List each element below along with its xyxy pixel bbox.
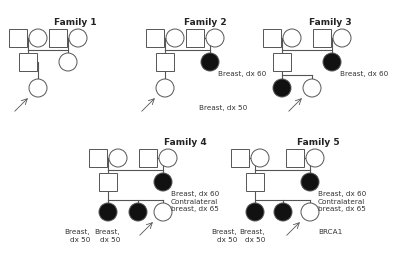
- Text: Breast, dx 50: Breast, dx 50: [199, 105, 247, 111]
- Bar: [156, 53, 174, 71]
- Text: Breast, dx 60: Breast, dx 60: [218, 71, 266, 77]
- Circle shape: [283, 29, 301, 47]
- Bar: [263, 29, 281, 47]
- Circle shape: [156, 79, 174, 97]
- Text: Family 2: Family 2: [184, 18, 226, 27]
- Circle shape: [323, 53, 341, 71]
- Circle shape: [29, 29, 47, 47]
- Circle shape: [69, 29, 87, 47]
- Bar: [146, 29, 164, 47]
- Bar: [231, 149, 249, 167]
- Circle shape: [201, 53, 219, 71]
- Bar: [246, 173, 264, 191]
- Circle shape: [29, 79, 47, 97]
- Bar: [89, 149, 107, 167]
- Text: Breast, dx 60: Breast, dx 60: [340, 71, 388, 77]
- Circle shape: [166, 29, 184, 47]
- Circle shape: [333, 29, 351, 47]
- Bar: [19, 53, 37, 71]
- Text: Family 4: Family 4: [164, 138, 206, 147]
- Text: Breast,
dx 50: Breast, dx 50: [239, 229, 265, 243]
- Circle shape: [274, 203, 292, 221]
- Bar: [273, 53, 291, 71]
- Circle shape: [303, 79, 321, 97]
- Text: Family 5: Family 5: [297, 138, 339, 147]
- Circle shape: [301, 203, 319, 221]
- Circle shape: [306, 149, 324, 167]
- Text: Breast,
dx 50: Breast, dx 50: [211, 229, 237, 243]
- Bar: [99, 173, 117, 191]
- Bar: [139, 149, 157, 167]
- Circle shape: [251, 149, 269, 167]
- Text: Breast, dx 60
Contralateral
breast, dx 65: Breast, dx 60 Contralateral breast, dx 6…: [171, 191, 219, 212]
- Circle shape: [109, 149, 127, 167]
- Bar: [286, 149, 304, 167]
- Text: Family 1: Family 1: [54, 18, 96, 27]
- Circle shape: [301, 173, 319, 191]
- Circle shape: [246, 203, 264, 221]
- Text: Breast, dx 60
Contralateral
breast, dx 65: Breast, dx 60 Contralateral breast, dx 6…: [318, 191, 366, 212]
- Circle shape: [59, 53, 77, 71]
- Text: Family 3: Family 3: [309, 18, 351, 27]
- Circle shape: [159, 149, 177, 167]
- Circle shape: [273, 79, 291, 97]
- Bar: [313, 29, 331, 47]
- Bar: [49, 29, 67, 47]
- Text: Breast,
dx 50: Breast, dx 50: [64, 229, 90, 243]
- Bar: [186, 29, 204, 47]
- Text: Breast,
dx 50: Breast, dx 50: [94, 229, 120, 243]
- Circle shape: [154, 203, 172, 221]
- Bar: [9, 29, 27, 47]
- Circle shape: [129, 203, 147, 221]
- Text: BRCA1: BRCA1: [318, 229, 342, 235]
- Circle shape: [154, 173, 172, 191]
- Circle shape: [99, 203, 117, 221]
- Circle shape: [206, 29, 224, 47]
